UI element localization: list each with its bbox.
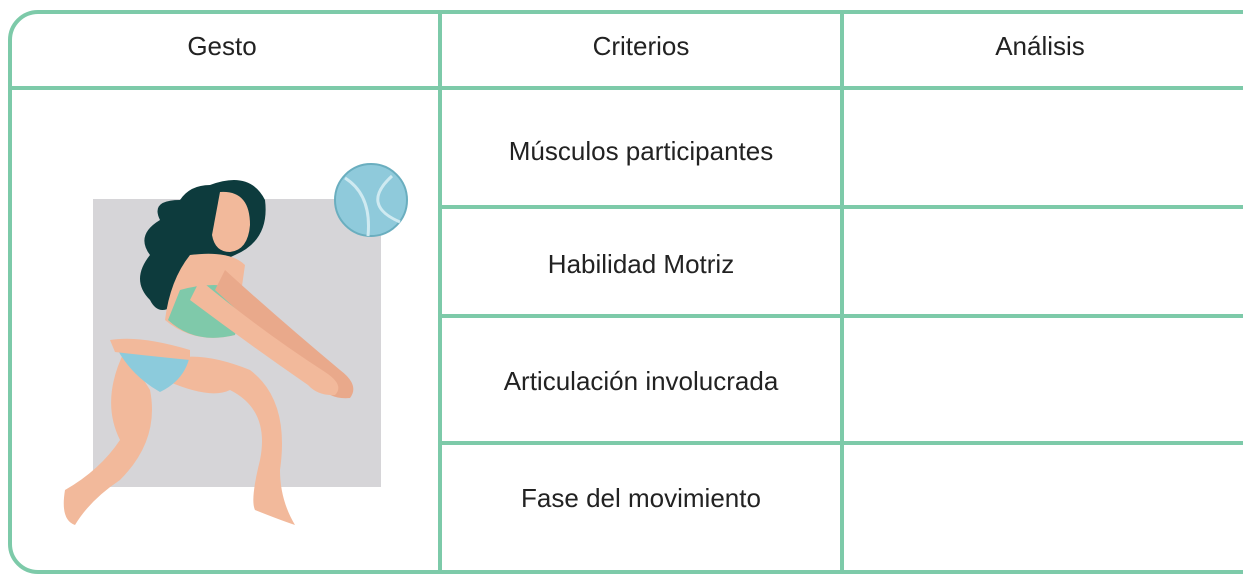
- header-cell: Análisis: [995, 31, 1085, 61]
- criterion-cell: Habilidad Motriz: [548, 249, 734, 279]
- table-border: [8, 10, 1243, 574]
- header-cell: Gesto: [187, 31, 256, 61]
- criterion-cell: Fase del movimiento: [521, 483, 761, 513]
- header-cell: Criterios: [593, 31, 690, 61]
- criterion-cell: Articulación involucrada: [504, 366, 779, 396]
- criterion-cell: Músculos participantes: [509, 136, 773, 166]
- volleyball-illustration: [63, 163, 408, 525]
